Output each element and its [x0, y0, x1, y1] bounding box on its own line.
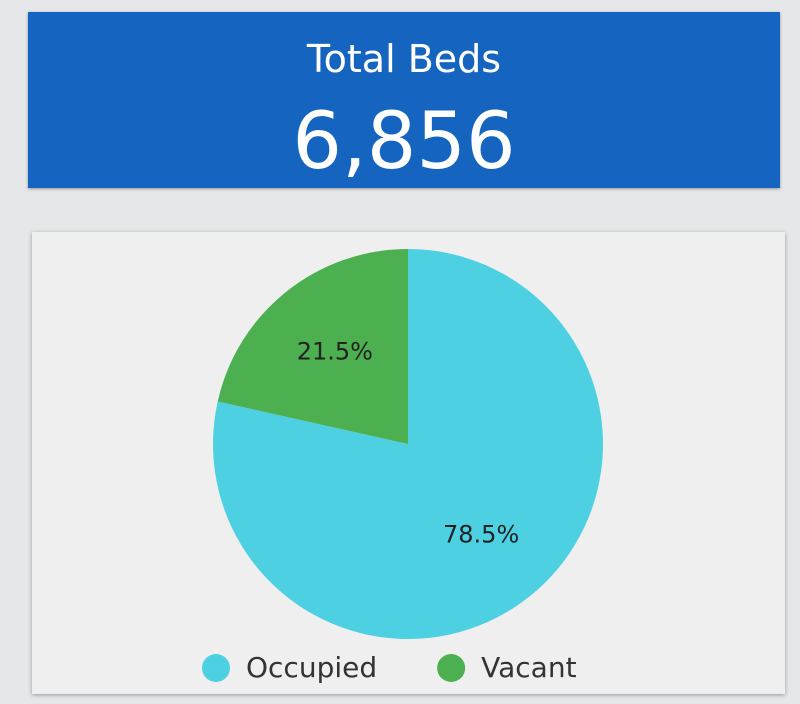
legend-label: Vacant — [481, 651, 576, 684]
legend-swatch — [202, 654, 230, 682]
kpi-label: Total Beds — [306, 37, 502, 81]
pie-slice — [212, 249, 603, 639]
kpi-card: Total Beds 6,856 — [28, 12, 780, 188]
legend-label: Occupied — [246, 651, 377, 684]
legend-swatch — [437, 654, 466, 682]
pie-slice — [217, 249, 408, 444]
slice-label: 21.5% — [297, 338, 373, 366]
kpi-value: 6,856 — [292, 97, 516, 187]
slice-label: 78.5% — [443, 520, 519, 548]
